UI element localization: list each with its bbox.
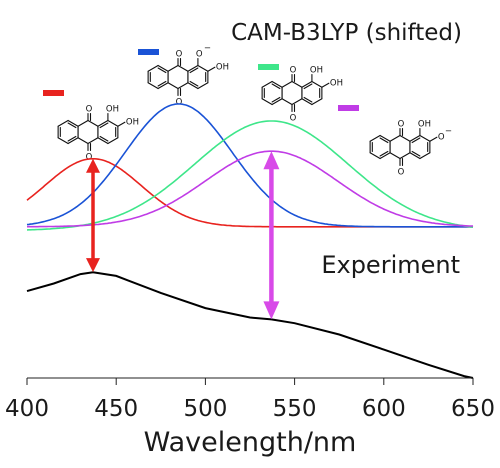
svg-text:O: O: [398, 120, 405, 130]
transition-arrows: [86, 151, 280, 320]
svg-text:−: −: [204, 44, 211, 54]
svg-text:O: O: [176, 98, 183, 108]
x-tick-label-500: 500: [183, 396, 227, 422]
svg-text:OH: OH: [310, 66, 323, 76]
svg-text:O: O: [86, 153, 93, 163]
svg-text:−: −: [445, 126, 452, 136]
svg-text:O: O: [290, 66, 297, 76]
chart-title: CAM-B3LYP (shifted): [231, 20, 462, 46]
molecule-structure-green: O O OH OH: [261, 66, 343, 124]
experiment-label: Experiment: [321, 251, 460, 279]
x-tick-label-450: 450: [94, 396, 138, 422]
x-tick-label-650: 650: [451, 396, 495, 422]
svg-text:OH: OH: [106, 105, 119, 115]
svg-text:OH: OH: [330, 78, 343, 88]
transition-arrow-0: [86, 158, 101, 273]
series-line-1: [26, 103, 473, 228]
series-line-4: [26, 271, 474, 379]
series-line-2: [26, 120, 474, 231]
molecule-structure-red: O O OH OH: [57, 105, 139, 163]
x-axis-label: Wavelength/nm: [144, 427, 357, 458]
series-line-3: [27, 150, 474, 228]
legend-swatch-0: [43, 90, 64, 96]
svg-text:OH: OH: [216, 62, 229, 72]
svg-text:O: O: [290, 114, 297, 124]
x-axis-ticks: 400 450 500 550 600 650: [5, 378, 495, 422]
transition-arrow-1: [263, 151, 280, 320]
legend: [43, 49, 359, 111]
svg-text:O: O: [86, 105, 93, 115]
svg-text:O: O: [196, 50, 203, 60]
x-tick-label-600: 600: [362, 396, 406, 422]
legend-swatch-3: [338, 105, 359, 111]
svg-text:O: O: [176, 50, 183, 60]
svg-text:O: O: [438, 132, 445, 142]
legend-swatch-1: [138, 49, 159, 55]
legend-swatch-2: [258, 64, 279, 70]
molecule-structure-blue: OOO−OH: [147, 44, 229, 108]
x-tick-label-550: 550: [273, 396, 317, 422]
svg-text:OH: OH: [418, 120, 431, 130]
x-tick-label-400: 400: [5, 396, 49, 422]
svg-text:O: O: [398, 168, 405, 178]
spectra-curves: [26, 103, 474, 379]
svg-text:OH: OH: [126, 117, 139, 127]
